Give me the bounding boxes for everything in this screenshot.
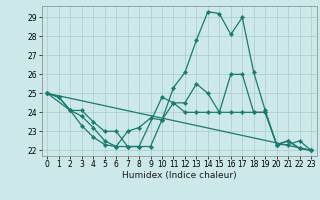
X-axis label: Humidex (Indice chaleur): Humidex (Indice chaleur)	[122, 171, 236, 180]
